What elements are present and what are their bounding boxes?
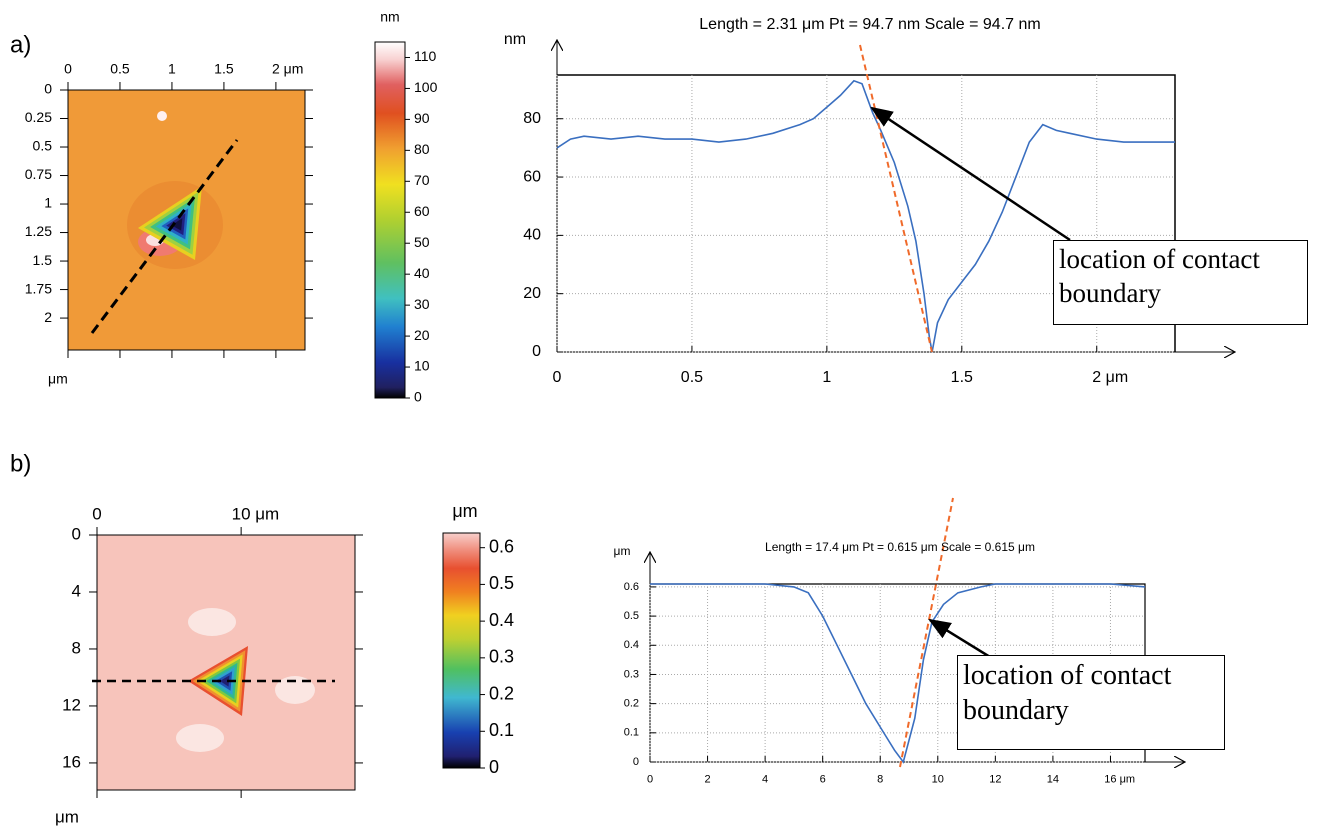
y-tick-label: 8	[72, 638, 81, 657]
y-tick-label: 40	[414, 265, 430, 281]
y-tick-label: 60	[414, 203, 430, 219]
colorbar-label: nm	[380, 9, 399, 25]
indent-ring	[219, 675, 230, 687]
y-tick-label: 0.4	[624, 639, 639, 651]
indent-ring	[171, 218, 183, 231]
y-tick-label: 0.4	[489, 610, 514, 630]
y-tick-label: 0.3	[489, 647, 514, 667]
x-tick-label: 10 μm	[232, 504, 280, 523]
y-tick-label: 0.2	[489, 683, 514, 703]
panel-label: a)	[10, 31, 31, 58]
x-tick-label: 8	[877, 774, 883, 786]
y-tick-label: 0.5	[624, 610, 639, 622]
y-tick-label: 12	[62, 695, 81, 714]
x-tick-label: 1	[168, 61, 176, 77]
y-tick-label: 1.75	[25, 280, 52, 296]
x-tick-label: 4	[762, 774, 768, 786]
y-tick-label: 0	[44, 81, 52, 97]
x-tick-label: 1	[822, 369, 831, 386]
y-tick-label: 0	[489, 757, 499, 777]
x-tick-label: 0.5	[110, 61, 130, 77]
x-tick-label: 0	[92, 504, 101, 523]
y-tick-label: 20	[523, 285, 541, 302]
y-tick-label: 2	[44, 309, 52, 325]
y-tick-label: 0.6	[624, 581, 639, 593]
y-tick-label: 10	[414, 358, 430, 374]
colorbar	[442, 532, 481, 769]
x-tick-label: 10	[932, 774, 944, 786]
x-tick-label: 2 μm	[1092, 369, 1128, 386]
y-tick-label: 20	[414, 327, 430, 343]
halo	[275, 676, 315, 704]
y-unit: μm	[55, 807, 79, 826]
colorbar	[374, 41, 406, 399]
profile-line	[556, 79, 1175, 353]
annotation-arrow	[870, 106, 1071, 242]
fit-line	[899, 497, 954, 768]
y-tick-label: 1.25	[25, 223, 52, 239]
chart-title: Length = 17.4 μm Pt = 0.615 μm Scale = 0…	[765, 540, 1035, 554]
x-tick-label: 2 μm	[272, 61, 303, 77]
profile-path	[90, 139, 239, 334]
y-tick-label: 40	[523, 227, 541, 244]
y-tick-label: 0.3	[624, 668, 639, 680]
colorbar-label: μm	[452, 501, 477, 521]
image-frame	[67, 89, 306, 351]
x-tick-label: 16 μm	[1104, 774, 1135, 786]
y-tick-label: 0.25	[25, 109, 52, 125]
y-tick-label: 1.5	[33, 252, 53, 268]
y-tick-label: 0.6	[489, 536, 514, 556]
x-tick-label: 0	[64, 61, 72, 77]
y-tick-label: 4	[72, 581, 81, 600]
y-tick-label: 110	[414, 48, 437, 64]
y-tick-label: 50	[414, 234, 430, 250]
x-tick-label: 12	[989, 774, 1001, 786]
y-tick-label: 1	[44, 195, 52, 211]
y-tick-label: 0.75	[25, 166, 52, 182]
y-tick-label: 30	[414, 296, 430, 312]
x-tick-label: 1.5	[214, 61, 234, 77]
x-tick-label: 14	[1047, 774, 1059, 786]
particle	[157, 111, 167, 121]
x-tick-label: 2	[704, 774, 710, 786]
y-tick-label: 0.2	[624, 698, 639, 710]
y-tick-label: 60	[523, 168, 541, 185]
x-tick-label: 0	[647, 774, 653, 786]
y-unit: μm	[614, 544, 631, 558]
y-unit: μm	[48, 371, 68, 387]
y-tick-label: 0.5	[33, 138, 53, 154]
y-tick-label: 80	[523, 110, 541, 127]
y-tick-label: 0	[532, 343, 541, 360]
fit-line	[859, 44, 933, 353]
chart-title: Length = 2.31 μm Pt = 94.7 nm Scale = 94…	[699, 16, 1040, 33]
y-tick-label: 0	[72, 524, 81, 543]
annotation: location of contact boundary	[1053, 240, 1308, 325]
x-tick-label: 6	[820, 774, 826, 786]
y-tick-label: 0.1	[489, 720, 514, 740]
x-tick-label: 0	[553, 369, 562, 386]
y-tick-label: 16	[62, 752, 81, 771]
halo	[176, 724, 224, 752]
y-tick-label: 0.1	[624, 727, 639, 739]
y-tick-label: 80	[414, 141, 430, 157]
x-tick-label: 1.5	[951, 369, 973, 386]
y-tick-label: 100	[414, 79, 438, 95]
y-tick-label: 0.5	[489, 573, 514, 593]
profile-line	[650, 583, 1146, 764]
image-frame	[96, 534, 356, 791]
x-tick-label: 0.5	[681, 369, 703, 386]
y-tick-label: 90	[414, 110, 430, 126]
y-tick-label: 0	[414, 389, 422, 405]
y-tick-label: 0	[633, 756, 639, 768]
y-unit: nm	[504, 31, 526, 48]
y-tick-label: 70	[414, 172, 430, 188]
annotation: location of contact boundary	[957, 655, 1225, 750]
panel-label: b)	[10, 450, 31, 477]
halo	[188, 608, 236, 636]
